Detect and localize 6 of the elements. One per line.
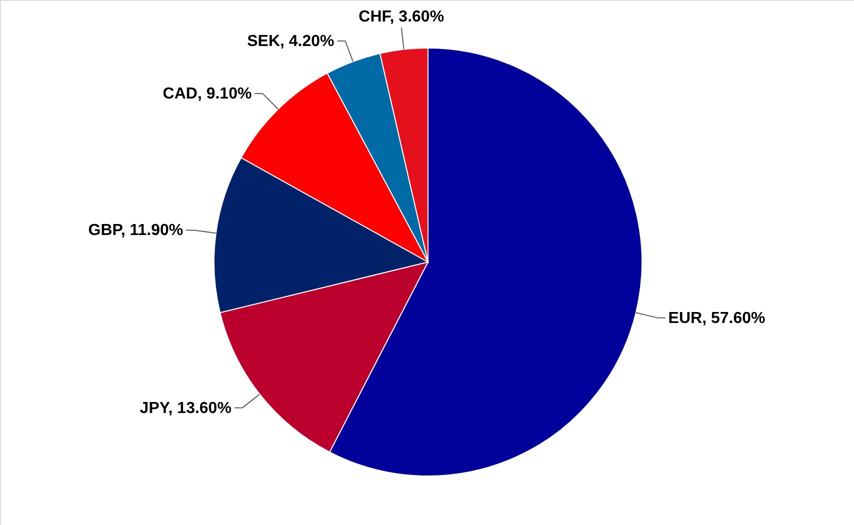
slice-label: CHF, 3.60% xyxy=(358,8,444,26)
slice-label: GBP, 11.90% xyxy=(88,222,184,240)
slice-label: EUR, 57.60% xyxy=(668,310,766,327)
slice-label: CAD, 9.10% xyxy=(162,86,252,103)
slice-label: SEK, 4.20% xyxy=(247,32,334,50)
slice-label: JPY, 13.60% xyxy=(140,400,232,417)
